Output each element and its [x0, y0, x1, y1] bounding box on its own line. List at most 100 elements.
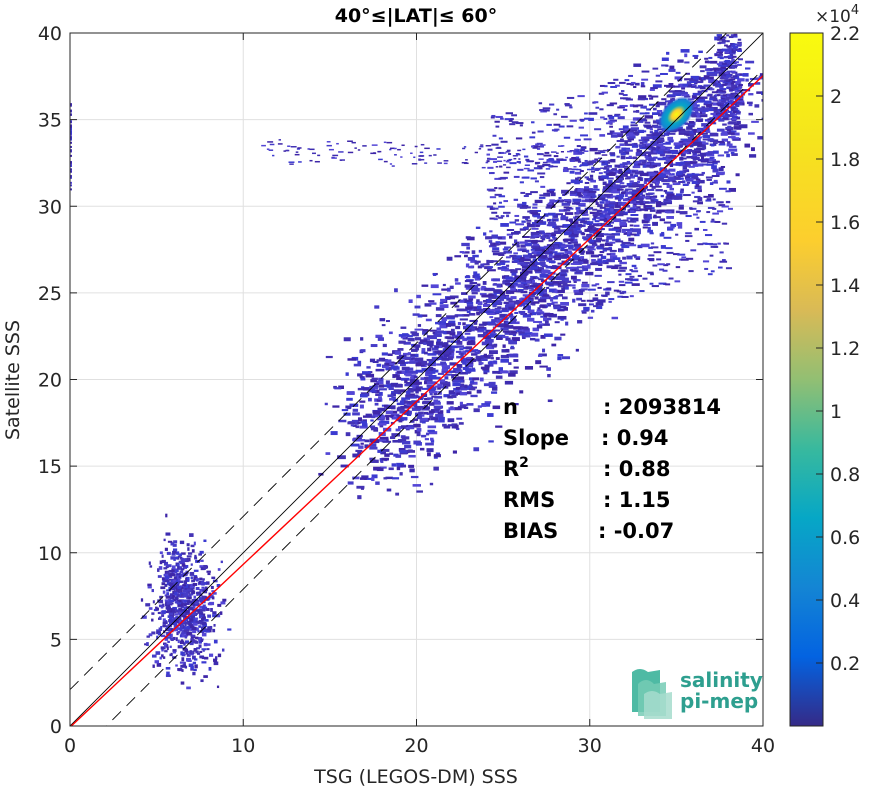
colorbar-tick-label: 1.6 — [830, 212, 860, 234]
stat-label: Slope — [503, 426, 569, 450]
density-cell — [734, 86, 740, 89]
density-cell — [536, 309, 543, 312]
density-cell — [737, 58, 743, 61]
density-cell — [648, 94, 652, 97]
density-cell — [583, 150, 589, 152]
density-cell — [729, 53, 734, 57]
density-cell — [380, 415, 386, 420]
density-cell — [590, 179, 596, 183]
density-cell — [472, 377, 480, 381]
density-cell — [726, 86, 730, 89]
density-cell — [588, 117, 594, 121]
density-cell — [570, 236, 575, 239]
density-cell — [564, 167, 568, 169]
density-cell — [697, 189, 702, 193]
density-cell — [190, 627, 193, 631]
density-cell — [525, 218, 529, 221]
density-cell — [726, 74, 732, 77]
density-cell — [167, 601, 173, 605]
density-cell — [203, 564, 208, 569]
density-cell — [180, 586, 184, 589]
density-cell — [181, 585, 184, 588]
density-cell — [164, 547, 168, 551]
density-cell — [490, 242, 499, 246]
density-cell — [405, 395, 415, 398]
density-cell — [465, 159, 468, 161]
density-cell — [455, 369, 462, 373]
density-cell — [158, 627, 163, 632]
density-cell — [537, 130, 544, 133]
density-cell — [476, 305, 482, 310]
density-cell — [604, 233, 613, 236]
density-cell — [712, 198, 716, 201]
density-cell — [351, 141, 356, 144]
y-tick-label: 25 — [38, 283, 62, 305]
density-cell — [610, 134, 618, 138]
density-cell — [489, 333, 497, 336]
density-cell — [196, 627, 199, 631]
density-cell — [723, 108, 727, 111]
density-cell — [726, 180, 731, 184]
density-cell — [687, 136, 693, 141]
density-cell — [604, 208, 611, 212]
density-cell — [605, 247, 613, 251]
density-cell — [561, 296, 568, 300]
density-cell — [631, 270, 639, 273]
density-cell — [172, 617, 177, 622]
density-cell — [619, 292, 625, 295]
density-cell — [557, 290, 565, 294]
density-cell — [198, 639, 202, 644]
density-cell — [181, 657, 185, 662]
density-cell — [396, 414, 401, 419]
density-cell — [577, 258, 582, 262]
density-cell — [738, 124, 748, 129]
density-cell — [498, 187, 504, 190]
density-cell — [402, 333, 409, 336]
density-cell — [184, 648, 189, 653]
density-cell — [680, 153, 686, 157]
density-cell — [420, 377, 425, 381]
density-cell — [509, 353, 519, 358]
density-cell — [757, 136, 763, 140]
density-cell — [198, 609, 203, 613]
density-cell — [537, 216, 545, 219]
density-cell — [723, 242, 727, 245]
y-tick-label: 20 — [38, 370, 62, 392]
density-cell — [684, 141, 693, 145]
density-cell — [531, 262, 538, 266]
density-cell — [756, 91, 762, 94]
density-cell — [502, 330, 510, 333]
density-cell — [668, 277, 674, 280]
density-cell — [421, 387, 429, 390]
density-cell — [557, 283, 562, 287]
density-cell — [391, 362, 398, 365]
density-cell — [684, 78, 694, 81]
density-cell — [718, 167, 724, 172]
density-cell — [703, 195, 711, 198]
density-cell — [693, 109, 698, 112]
density-cell — [488, 245, 497, 248]
density-cell — [496, 338, 503, 341]
density-cell — [649, 88, 655, 91]
density-cell — [610, 177, 614, 180]
density-cell — [518, 310, 526, 314]
density-cell — [187, 591, 190, 594]
density-cell — [544, 234, 549, 237]
density-cell — [720, 94, 725, 97]
density-cell — [619, 266, 627, 270]
density-cell — [163, 538, 166, 542]
density-cell — [731, 58, 735, 61]
density-cell — [560, 333, 566, 336]
density-cell — [488, 240, 493, 243]
density-cell — [505, 160, 510, 163]
density-cell — [587, 239, 596, 243]
density-cell — [526, 280, 531, 284]
density-cell — [603, 193, 612, 197]
density-cell — [429, 336, 437, 340]
density-cell — [355, 449, 363, 452]
density-cell — [207, 614, 212, 618]
density-cell — [537, 267, 544, 271]
density-cell — [354, 147, 357, 149]
density-cell — [583, 306, 590, 311]
density-cell — [520, 290, 528, 294]
